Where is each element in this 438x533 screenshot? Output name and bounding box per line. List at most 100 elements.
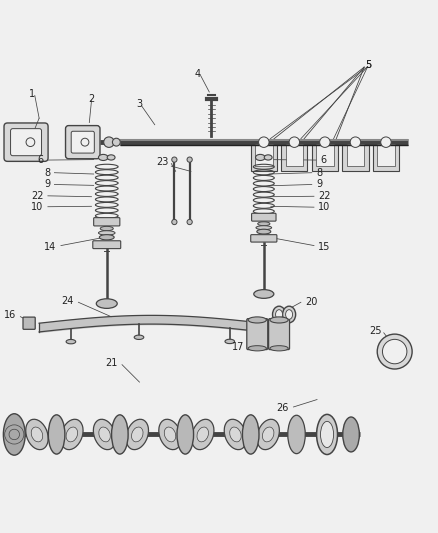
Ellipse shape bbox=[66, 427, 78, 442]
Ellipse shape bbox=[99, 427, 110, 442]
Circle shape bbox=[258, 137, 268, 148]
Ellipse shape bbox=[256, 419, 279, 450]
Ellipse shape bbox=[107, 155, 115, 160]
FancyBboxPatch shape bbox=[93, 217, 120, 226]
FancyBboxPatch shape bbox=[11, 128, 42, 156]
Text: 17: 17 bbox=[231, 342, 244, 352]
Ellipse shape bbox=[26, 419, 48, 450]
Text: 14: 14 bbox=[44, 243, 57, 252]
Ellipse shape bbox=[262, 427, 273, 442]
Ellipse shape bbox=[287, 415, 304, 454]
Text: 22: 22 bbox=[318, 191, 330, 201]
Ellipse shape bbox=[4, 414, 25, 455]
Ellipse shape bbox=[255, 155, 265, 160]
Ellipse shape bbox=[93, 419, 116, 450]
Circle shape bbox=[319, 137, 329, 148]
Text: 23: 23 bbox=[156, 157, 168, 167]
Ellipse shape bbox=[96, 299, 117, 309]
Ellipse shape bbox=[224, 419, 246, 450]
Ellipse shape bbox=[66, 340, 75, 344]
Polygon shape bbox=[372, 140, 398, 171]
Ellipse shape bbox=[255, 225, 271, 230]
FancyBboxPatch shape bbox=[23, 317, 35, 329]
Ellipse shape bbox=[342, 417, 359, 452]
Ellipse shape bbox=[247, 346, 266, 351]
FancyBboxPatch shape bbox=[92, 241, 120, 248]
Text: 25: 25 bbox=[368, 326, 381, 336]
Polygon shape bbox=[250, 140, 276, 171]
Text: 6: 6 bbox=[37, 155, 43, 165]
Ellipse shape bbox=[31, 427, 42, 442]
Ellipse shape bbox=[98, 155, 108, 160]
Ellipse shape bbox=[111, 415, 128, 454]
FancyBboxPatch shape bbox=[246, 319, 267, 350]
Ellipse shape bbox=[320, 422, 333, 448]
Ellipse shape bbox=[229, 427, 240, 442]
Text: 15: 15 bbox=[318, 243, 330, 252]
FancyBboxPatch shape bbox=[268, 319, 289, 350]
Ellipse shape bbox=[48, 415, 65, 454]
Text: 9: 9 bbox=[44, 180, 50, 190]
Text: 6: 6 bbox=[320, 155, 326, 165]
Circle shape bbox=[171, 220, 177, 224]
Ellipse shape bbox=[134, 335, 144, 340]
Ellipse shape bbox=[272, 306, 285, 323]
Ellipse shape bbox=[256, 229, 270, 234]
Ellipse shape bbox=[126, 419, 148, 450]
Text: 8: 8 bbox=[44, 168, 50, 177]
Ellipse shape bbox=[253, 289, 273, 298]
Polygon shape bbox=[342, 140, 367, 171]
Text: 3: 3 bbox=[136, 99, 142, 109]
Text: 20: 20 bbox=[304, 297, 317, 307]
FancyBboxPatch shape bbox=[65, 126, 100, 159]
Text: 16: 16 bbox=[4, 310, 16, 320]
Text: 5: 5 bbox=[364, 60, 371, 70]
Ellipse shape bbox=[285, 310, 292, 319]
Circle shape bbox=[171, 157, 177, 162]
Ellipse shape bbox=[257, 222, 269, 225]
Polygon shape bbox=[281, 140, 307, 171]
Ellipse shape bbox=[316, 414, 337, 455]
Text: 4: 4 bbox=[194, 69, 200, 79]
Ellipse shape bbox=[98, 231, 115, 235]
FancyBboxPatch shape bbox=[250, 235, 276, 242]
Polygon shape bbox=[315, 144, 333, 166]
FancyBboxPatch shape bbox=[251, 213, 276, 221]
Text: 5: 5 bbox=[364, 60, 371, 69]
Text: 1: 1 bbox=[28, 89, 35, 99]
Ellipse shape bbox=[269, 317, 288, 323]
Circle shape bbox=[376, 334, 411, 369]
Ellipse shape bbox=[177, 415, 193, 454]
Ellipse shape bbox=[242, 415, 258, 454]
Circle shape bbox=[112, 138, 120, 146]
Ellipse shape bbox=[100, 227, 113, 231]
Polygon shape bbox=[311, 140, 337, 171]
FancyBboxPatch shape bbox=[4, 123, 48, 161]
Polygon shape bbox=[285, 144, 302, 166]
Circle shape bbox=[289, 137, 299, 148]
Text: 26: 26 bbox=[276, 403, 289, 413]
Ellipse shape bbox=[264, 155, 272, 160]
Text: 10: 10 bbox=[318, 202, 330, 212]
Ellipse shape bbox=[164, 427, 175, 442]
Ellipse shape bbox=[269, 346, 288, 351]
Circle shape bbox=[81, 138, 88, 146]
Text: 9: 9 bbox=[315, 180, 321, 190]
Circle shape bbox=[381, 340, 406, 364]
Ellipse shape bbox=[159, 419, 181, 450]
Circle shape bbox=[26, 138, 35, 147]
Ellipse shape bbox=[191, 419, 213, 450]
Text: 10: 10 bbox=[31, 201, 43, 212]
Ellipse shape bbox=[99, 235, 114, 240]
Circle shape bbox=[103, 137, 114, 148]
FancyBboxPatch shape bbox=[71, 131, 94, 153]
Text: 24: 24 bbox=[61, 295, 74, 305]
Polygon shape bbox=[254, 144, 272, 166]
Ellipse shape bbox=[282, 306, 295, 323]
Circle shape bbox=[187, 220, 192, 224]
Text: 22: 22 bbox=[31, 191, 43, 201]
Ellipse shape bbox=[60, 419, 83, 450]
Ellipse shape bbox=[275, 310, 282, 319]
Polygon shape bbox=[346, 144, 363, 166]
Ellipse shape bbox=[318, 415, 335, 454]
